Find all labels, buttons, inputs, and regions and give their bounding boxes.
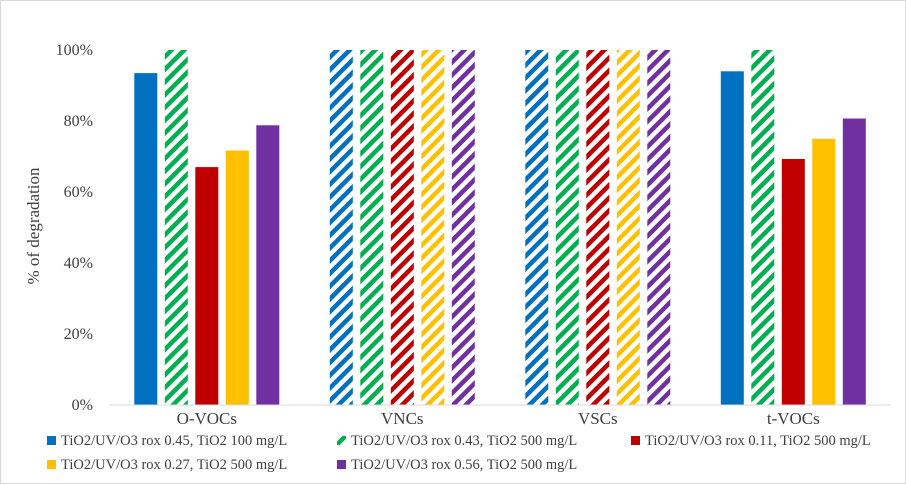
bar (812, 138, 836, 406)
bar (256, 125, 280, 406)
bar (360, 50, 384, 405)
bar (647, 50, 671, 405)
legend-label: TiO2/UV/O3 rox 0.56, TiO2 500 mg/L (351, 457, 577, 473)
bar (164, 50, 188, 405)
bar (720, 71, 744, 406)
bar (781, 159, 805, 405)
category-label: VNCs (381, 409, 424, 428)
y-tick-label: 100% (56, 42, 93, 59)
y-tick-label: 20% (64, 326, 93, 343)
bar (134, 73, 158, 405)
bar (586, 50, 610, 405)
bar (195, 167, 219, 405)
legend-label: TiO2/UV/O3 rox 0.45, TiO2 100 mg/L (61, 433, 287, 449)
bar (329, 50, 353, 405)
bar (390, 50, 414, 405)
legend-label: TiO2/UV/O3 rox 0.43, TiO2 500 mg/L (351, 433, 577, 449)
bar (525, 50, 549, 405)
legend-label: TiO2/UV/O3 rox 0.27, TiO2 500 mg/L (61, 457, 287, 473)
y-tick-label: 40% (64, 255, 93, 272)
bar (451, 50, 475, 405)
legend-swatch (337, 436, 346, 445)
category-label: O-VOCs (177, 409, 237, 428)
category-label: t-VOCs (767, 409, 820, 428)
y-tick-label: 60% (64, 184, 93, 201)
bar (842, 118, 866, 405)
category-labels: O-VOCs VNCs VSCs t-VOCs (177, 409, 820, 428)
legend: TiO2/UV/O3 rox 0.45, TiO2 100 mg/L TiO2/U… (47, 433, 871, 473)
bar (421, 50, 445, 405)
bar (751, 50, 775, 405)
legend-label: TiO2/UV/O3 rox 0.11, TiO2 500 mg/L (645, 433, 871, 449)
y-tick-labels: 0% 20% 40% 60% 80% 100% (56, 42, 93, 414)
bars (134, 50, 866, 406)
legend-swatch (337, 460, 346, 469)
y-axis-title-group: % of degradation (24, 167, 43, 285)
legend-swatch (47, 436, 56, 445)
category-label: VSCs (578, 409, 618, 428)
y-tick-label: 0% (72, 397, 93, 414)
legend-swatch (47, 460, 56, 469)
legend-swatch (631, 436, 640, 445)
y-tick-label: 80% (64, 113, 93, 130)
bar (225, 150, 249, 405)
bar (616, 50, 640, 405)
y-axis-title: % of degradation (24, 167, 43, 285)
bar (555, 50, 579, 405)
